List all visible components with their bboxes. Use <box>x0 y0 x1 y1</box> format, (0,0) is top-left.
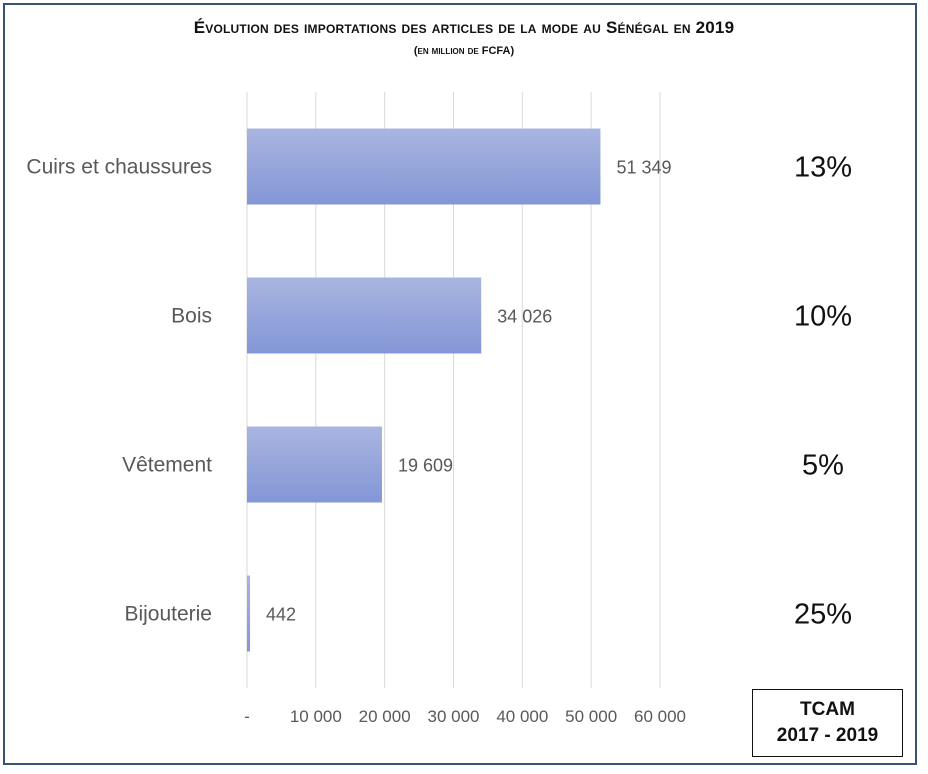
category-label: Cuirs et chaussures <box>26 156 212 179</box>
tcam-value-label: 13% <box>794 152 852 184</box>
bar <box>247 128 601 205</box>
bar <box>247 575 251 652</box>
chart-subtitle: (en million de FCFA) <box>0 45 928 57</box>
value-label: 34 026 <box>497 307 552 327</box>
x-tick-label: 60 000 <box>634 707 686 726</box>
value-label: 51 349 <box>616 158 671 178</box>
category-label: Bijouterie <box>124 603 212 626</box>
x-tick-label: - <box>244 707 250 726</box>
x-tick-label: 20 000 <box>359 707 411 726</box>
labels: - 10 000 20 000 30 000 40 000 50 000 60 000 Cui… <box>26 152 852 727</box>
value-label: 19 609 <box>398 456 453 476</box>
tcam-period: 2017 - 2019 <box>776 725 879 746</box>
category-label: Vêtement <box>122 454 212 477</box>
tcam-title: TCAM <box>800 699 855 720</box>
bar <box>247 426 382 503</box>
tcam-value-label: 10% <box>794 301 852 333</box>
chart-subtitle-text: (en million de FCFA) <box>413 45 515 57</box>
category-label: Bois <box>171 305 212 328</box>
x-tick-label: 30 000 <box>428 707 480 726</box>
tcam-box: TCAM 2017 - 2019 <box>752 689 903 757</box>
tcam-value-label: 5% <box>802 450 844 482</box>
x-tick-label: 10 000 <box>290 707 342 726</box>
tcam-value-label: 25% <box>794 599 852 631</box>
x-tick-label: 50 000 <box>565 707 617 726</box>
chart-title-text: Évolution des importations des articles … <box>193 18 735 37</box>
x-tick-label: 40 000 <box>496 707 548 726</box>
bars <box>247 128 601 652</box>
chart-title: Évolution des importations des articles … <box>0 18 928 38</box>
value-label: 442 <box>266 605 296 625</box>
bar <box>247 277 482 354</box>
